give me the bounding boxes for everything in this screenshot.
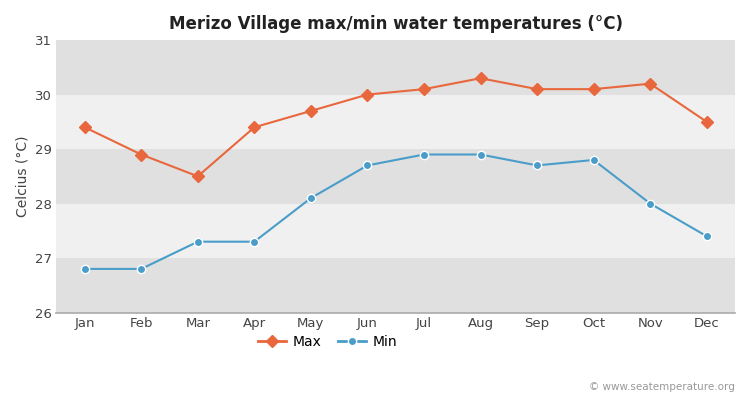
Min <box>532 163 542 168</box>
Min <box>250 239 259 244</box>
Min <box>136 266 146 271</box>
Legend: Max, Min: Max, Min <box>253 330 404 354</box>
Max <box>702 120 711 124</box>
Max <box>250 125 259 130</box>
Line: Min: Min <box>80 150 711 273</box>
Max <box>590 87 598 92</box>
Bar <box>56 204 735 258</box>
Max <box>646 81 655 86</box>
Max <box>136 152 146 157</box>
Min <box>646 201 655 206</box>
Title: Merizo Village max/min water temperatures (°C): Merizo Village max/min water temperature… <box>169 15 622 33</box>
Bar <box>56 40 735 94</box>
Bar <box>56 258 735 312</box>
Text: © www.seatemperature.org: © www.seatemperature.org <box>590 382 735 392</box>
Min <box>702 234 711 239</box>
Bar <box>56 149 735 204</box>
Min <box>307 196 316 200</box>
Max <box>363 92 372 97</box>
Min <box>419 152 428 157</box>
Max <box>307 108 316 113</box>
Min <box>80 266 89 271</box>
Max <box>419 87 428 92</box>
Y-axis label: Celcius (°C): Celcius (°C) <box>15 136 29 217</box>
Min <box>194 239 202 244</box>
Max <box>532 87 542 92</box>
Min <box>590 158 598 162</box>
Max <box>194 174 202 179</box>
Line: Max: Max <box>80 74 711 180</box>
Min <box>363 163 372 168</box>
Max <box>476 76 485 81</box>
Bar <box>56 94 735 149</box>
Min <box>476 152 485 157</box>
Max <box>80 125 89 130</box>
